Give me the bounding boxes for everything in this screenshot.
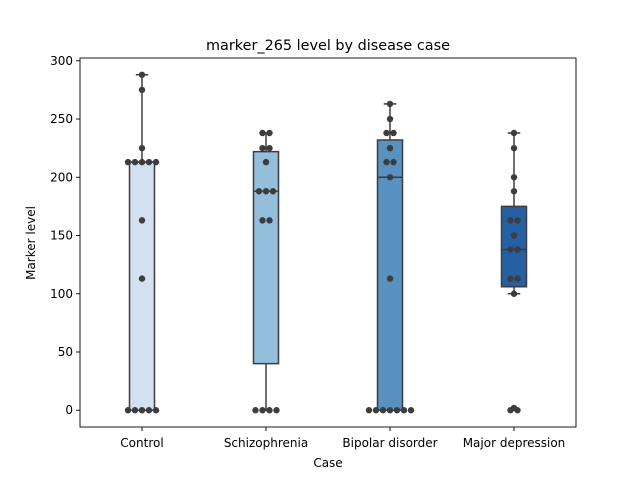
data-point [138, 158, 146, 166]
data-point [393, 407, 401, 414]
data-point [124, 407, 132, 414]
data-point [514, 246, 521, 253]
data-point [386, 174, 394, 181]
data-point [514, 217, 521, 224]
data-point [386, 100, 394, 108]
data-point [510, 404, 518, 412]
y-tick-label: 200 [50, 170, 73, 184]
box [128, 161, 156, 411]
data-point [152, 158, 160, 166]
data-point [510, 188, 518, 195]
data-point [138, 217, 146, 224]
box-group-0 [128, 74, 156, 411]
data-point [262, 158, 270, 166]
chart-title: marker_265 level by disease case [206, 38, 450, 54]
data-point [252, 407, 259, 414]
x-tick-label: Schizophrenia [224, 436, 308, 450]
data-point [138, 407, 146, 414]
data-point [510, 232, 518, 239]
data-point [138, 86, 146, 94]
data-point [138, 275, 146, 282]
data-point [266, 217, 273, 224]
data-point [138, 144, 146, 152]
data-point [131, 407, 139, 414]
data-point [386, 144, 394, 152]
data-point [259, 407, 266, 414]
data-point [383, 129, 390, 137]
data-point [386, 115, 394, 123]
x-tick-label: Bipolar disorder [342, 436, 437, 450]
data-point [514, 275, 521, 282]
y-tick-label: 250 [50, 112, 73, 126]
data-point [255, 188, 263, 195]
data-point [131, 158, 139, 166]
data-point [138, 71, 146, 78]
data-point [510, 144, 518, 152]
data-point [259, 144, 266, 152]
data-point [390, 158, 397, 166]
data-point [400, 407, 408, 414]
data-point [262, 188, 270, 195]
y-tick-label: 100 [50, 287, 73, 301]
x-axis-label: Case [313, 456, 342, 470]
data-point [259, 217, 266, 224]
plot-marks [124, 71, 528, 414]
data-point [507, 275, 514, 282]
data-point [145, 407, 153, 414]
data-point [407, 407, 415, 414]
data-point [507, 217, 514, 224]
data-point [152, 407, 160, 414]
data-point [510, 129, 518, 137]
data-point [266, 144, 273, 152]
data-point [266, 407, 273, 414]
y-tick-label: 0 [65, 403, 73, 417]
data-point [259, 129, 266, 137]
data-point [124, 158, 132, 166]
plot-frame [79, 57, 577, 428]
box [252, 150, 280, 365]
y-tick-label: 150 [50, 229, 73, 243]
data-point [269, 188, 277, 195]
y-tick-label: 50 [58, 345, 73, 359]
data-point [386, 275, 394, 282]
data-point [390, 129, 397, 137]
data-point [383, 158, 390, 166]
data-point [372, 407, 380, 414]
box [500, 205, 528, 288]
axes: 0 50 100 150 200 250 300 Control Schizophrenia Bi… [50, 54, 577, 450]
x-tick-label: Major depression [463, 436, 566, 450]
data-point [266, 129, 273, 137]
data-point [507, 246, 514, 253]
x-tick-label: Control [120, 436, 163, 450]
data-point [510, 290, 518, 297]
data-point [386, 407, 394, 414]
data-point [510, 174, 518, 181]
data-point [145, 158, 153, 166]
y-axis-label: Marker level [24, 206, 38, 280]
y-tick-label: 300 [50, 54, 73, 68]
data-point [379, 407, 387, 414]
data-point [273, 407, 280, 414]
box [376, 139, 404, 411]
data-point [365, 407, 373, 414]
